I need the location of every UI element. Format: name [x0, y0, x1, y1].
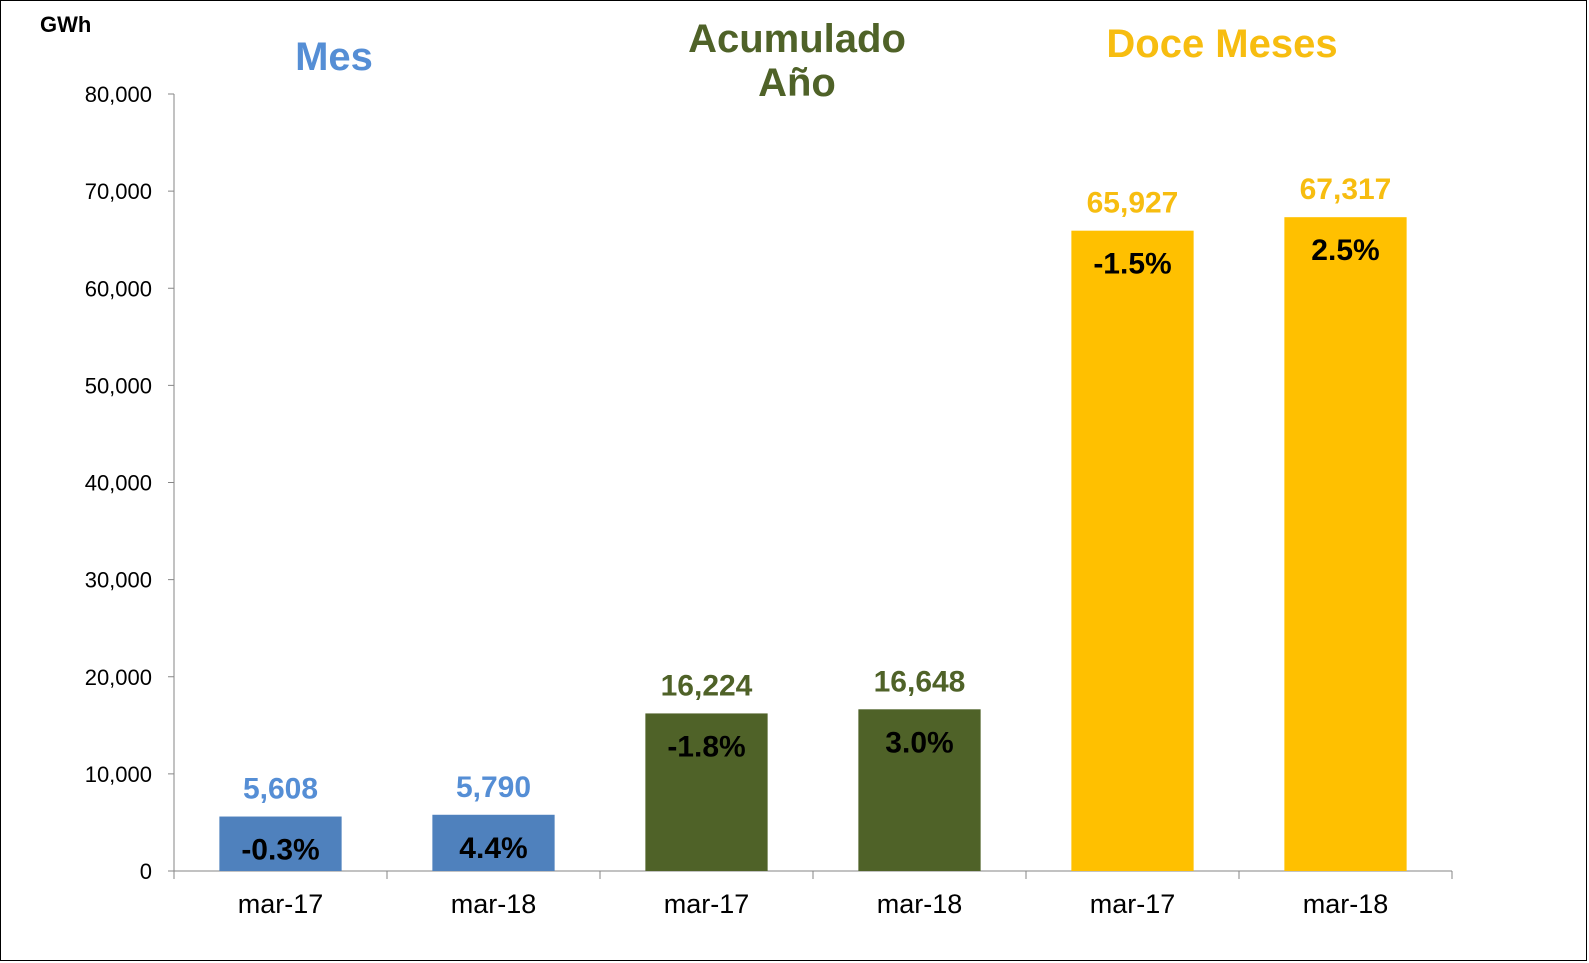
x-category-label: mar-17 — [238, 889, 324, 919]
unit-label: GWh — [40, 12, 91, 37]
bar — [432, 814, 555, 871]
bar-change-label: -1.5% — [1093, 248, 1171, 281]
bar-value-label: 16,648 — [874, 665, 966, 698]
bars: 5,608 -0.3% 5,790 4.4% 16,224 -1.8% 16,648 3.0%… — [219, 173, 1407, 871]
x-category-label: mar-17 — [1090, 889, 1176, 919]
y-tick-label: 40,000 — [85, 471, 152, 496]
y-tick-label: 0 — [140, 859, 152, 884]
y-tick-label: 60,000 — [85, 276, 152, 301]
bar-change-label: 4.4% — [459, 832, 527, 865]
bar — [1284, 217, 1407, 871]
bar — [1071, 230, 1194, 871]
x-axis: mar-17 mar-18 mar-17 mar-18 mar-17 mar-18 — [173, 870, 1453, 919]
group-title: Mes — [295, 35, 373, 79]
group-title: Año — [758, 61, 836, 105]
group-title: Doce Meses — [1106, 22, 1337, 66]
y-axis: 0 10,000 20,000 30,000 40,000 50,000 60,000 70,… — [85, 82, 175, 884]
bar — [645, 713, 768, 871]
x-category-label: mar-18 — [877, 889, 963, 919]
bar-value-label: 16,224 — [661, 669, 753, 702]
y-tick-label: 30,000 — [85, 568, 152, 593]
y-tick-label: 80,000 — [85, 82, 152, 107]
bar-change-label: 3.0% — [885, 726, 953, 759]
bar — [858, 709, 981, 871]
y-tick-label: 10,000 — [85, 762, 152, 787]
bar-change-label: 2.5% — [1311, 234, 1379, 267]
y-tick-label: 50,000 — [85, 373, 152, 398]
bar-change-label: -1.8% — [667, 730, 745, 763]
bar-value-label: 65,927 — [1087, 187, 1179, 220]
bar-value-label: 5,790 — [456, 771, 531, 804]
bar-change-label: -0.3% — [241, 834, 319, 867]
bar-value-label: 5,608 — [243, 773, 318, 806]
x-category-label: mar-17 — [664, 889, 750, 919]
x-category-label: mar-18 — [1303, 889, 1389, 919]
group-title: Acumulado — [688, 17, 906, 61]
y-tick-label: 20,000 — [85, 665, 152, 690]
bar — [219, 816, 342, 871]
y-tick-label: 70,000 — [85, 179, 152, 204]
x-category-label: mar-18 — [451, 889, 537, 919]
bar-value-label: 67,317 — [1300, 173, 1392, 206]
